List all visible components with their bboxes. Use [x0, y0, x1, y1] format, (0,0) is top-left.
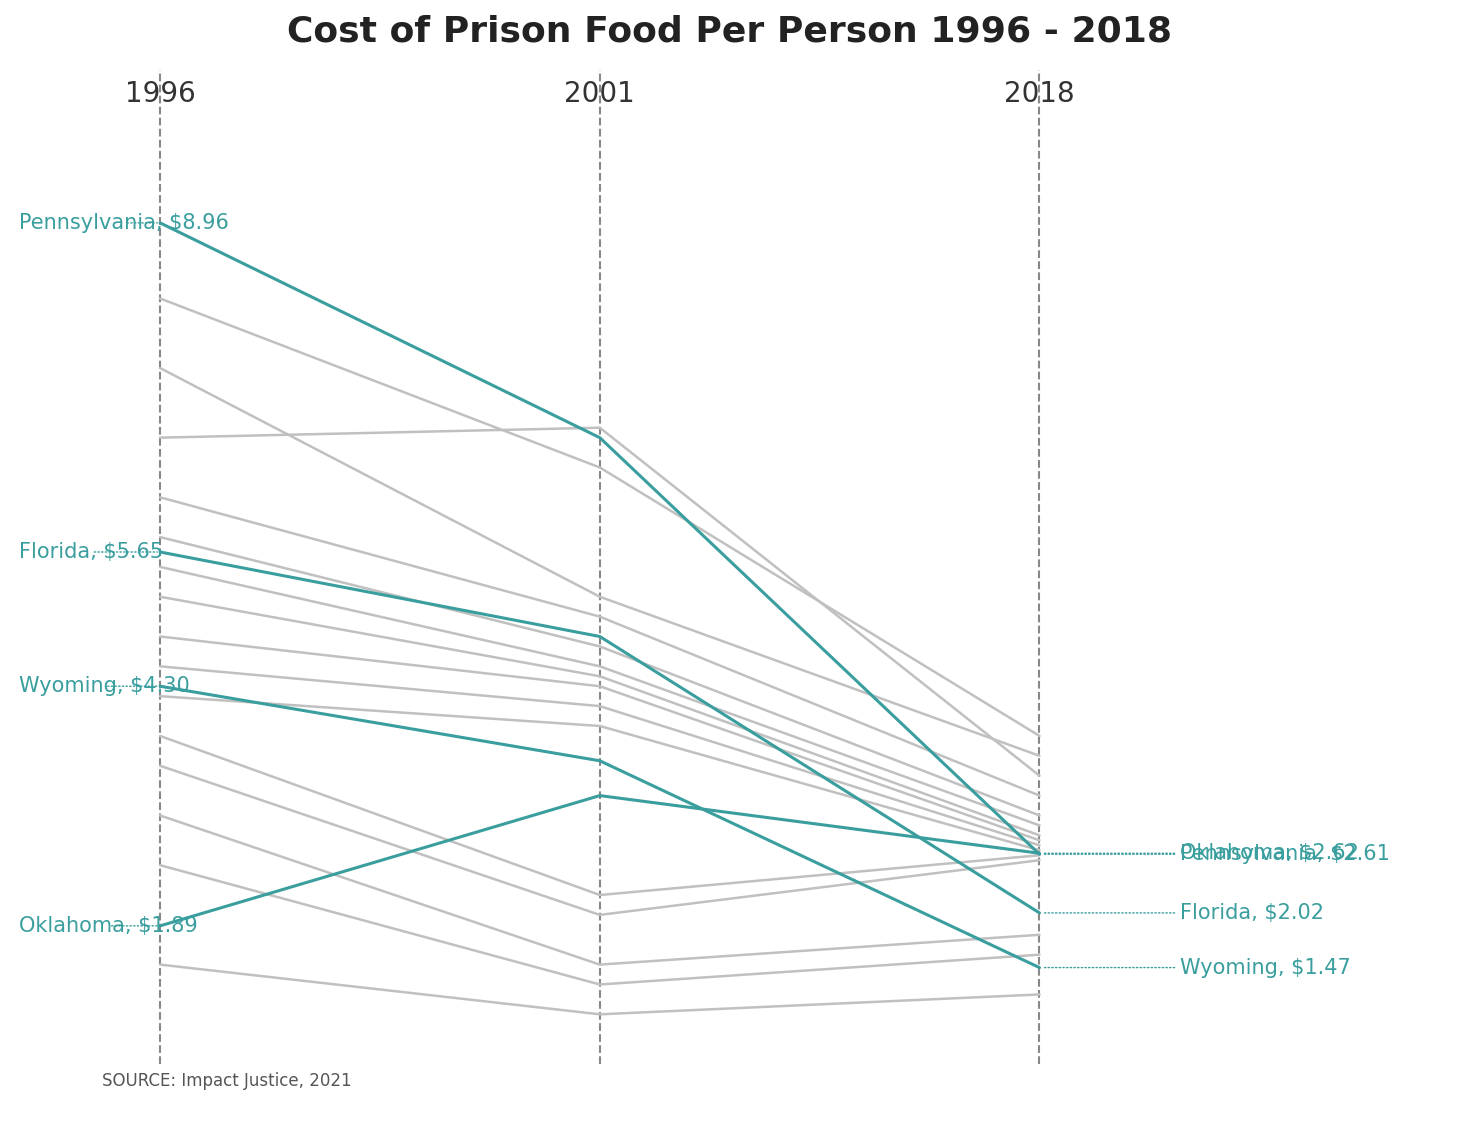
Title: Cost of Prison Food Per Person 1996 - 2018: Cost of Prison Food Per Person 1996 - 20…	[288, 15, 1172, 49]
Text: Pennsylvania, $2.61: Pennsylvania, $2.61	[1042, 844, 1390, 864]
Text: Wyoming, $4.30: Wyoming, $4.30	[19, 677, 190, 696]
Text: Oklahoma, $2.62: Oklahoma, $2.62	[1042, 843, 1359, 863]
Text: Wyoming, $1.47: Wyoming, $1.47	[1042, 958, 1351, 978]
Text: Oklahoma, $1.89: Oklahoma, $1.89	[19, 916, 199, 936]
Text: SOURCE: Impact Justice, 2021: SOURCE: Impact Justice, 2021	[102, 1072, 352, 1090]
Text: 2001: 2001	[565, 80, 635, 108]
Text: Florida, $2.02: Florida, $2.02	[1042, 903, 1324, 923]
Text: Pennsylvania, $8.96: Pennsylvania, $8.96	[19, 212, 229, 233]
Text: Florida, $5.65: Florida, $5.65	[19, 542, 164, 562]
Text: 2018: 2018	[1004, 80, 1075, 108]
Text: 1996: 1996	[124, 80, 196, 108]
